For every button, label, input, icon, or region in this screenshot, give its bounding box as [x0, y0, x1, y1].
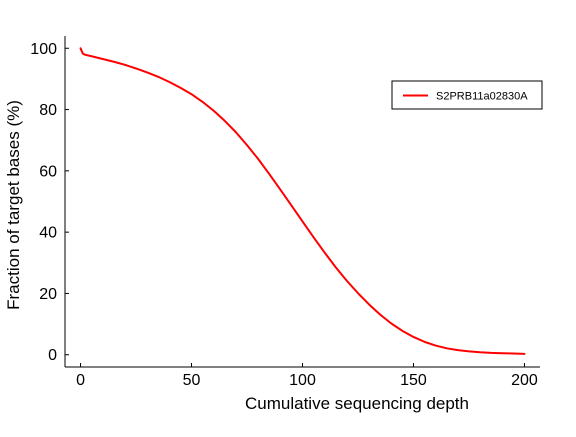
- legend: S2PRB11a02830A: [391, 80, 543, 110]
- series-layer: [79, 47, 526, 355]
- y-tick-label: 80: [39, 102, 57, 119]
- x-axis-title: Cumulative sequencing depth: [245, 394, 469, 413]
- y-axis-title: Fraction of target bases (%): [4, 100, 23, 310]
- legend-label-series-1: S2PRB11a02830A: [436, 91, 528, 103]
- x-tick-label: 100: [289, 372, 316, 389]
- series-line-1: [79, 47, 526, 355]
- x-tick-label: 200: [511, 372, 538, 389]
- y-tick-label: 0: [48, 347, 57, 364]
- x-tick-label: 0: [76, 372, 85, 389]
- y-tick-label: 100: [30, 41, 57, 58]
- ticks: 0 50 100 150 200 0 20 40 60 80 100: [30, 41, 538, 389]
- x-tick-label: 50: [183, 372, 201, 389]
- x-tick-label: 150: [400, 372, 427, 389]
- y-tick-label: 20: [39, 286, 57, 303]
- y-tick-label: 60: [39, 163, 57, 180]
- y-tick-label: 40: [39, 225, 57, 242]
